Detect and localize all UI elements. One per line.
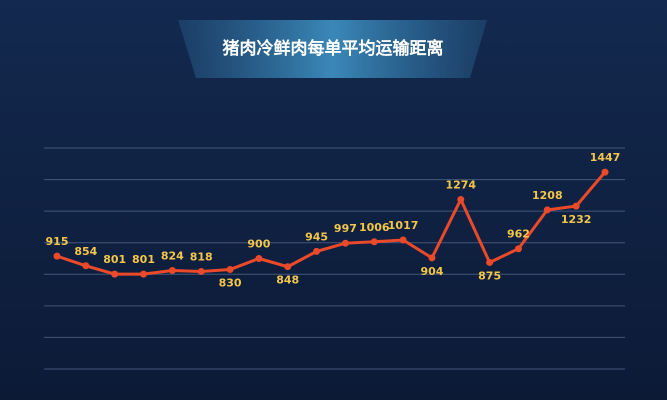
data-point — [457, 195, 465, 203]
data-label: 945 — [305, 230, 328, 243]
data-point — [53, 252, 61, 260]
data-label: 854 — [74, 245, 97, 258]
data-label: 818 — [190, 250, 213, 263]
data-label: 830 — [219, 277, 242, 290]
data-label: 904 — [420, 265, 443, 278]
data-point — [284, 263, 292, 271]
data-point — [313, 247, 321, 255]
data-label: 1447 — [590, 151, 621, 164]
data-point — [543, 206, 551, 214]
chart-title: 猪肉冷鲜肉每单平均运输距离 — [223, 38, 444, 59]
data-label: 801 — [103, 253, 126, 266]
data-point — [486, 258, 494, 266]
data-label: 1232 — [561, 213, 592, 226]
data-label: 875 — [478, 269, 501, 282]
data-point — [140, 270, 148, 278]
data-point — [428, 254, 436, 262]
data-label: 824 — [161, 249, 184, 262]
data-label: 900 — [247, 238, 270, 251]
data-label: 1017 — [388, 219, 419, 232]
data-label: 1006 — [359, 221, 390, 234]
data-point — [399, 236, 407, 244]
data-point — [341, 239, 349, 247]
data-label: 1274 — [445, 178, 476, 191]
data-label: 962 — [507, 228, 530, 241]
data-point — [255, 255, 263, 262]
grid — [44, 147, 625, 370]
data-point — [370, 238, 378, 246]
data-point — [197, 267, 205, 275]
data-point — [82, 262, 90, 270]
data-label: 997 — [334, 222, 357, 235]
data-point — [572, 202, 580, 210]
data-label: 801 — [132, 253, 155, 266]
data-point — [168, 266, 176, 274]
data-point — [226, 266, 234, 274]
plot: 915 854 801 801 824 818 830 900 848 945 997 1006101… — [46, 151, 621, 289]
data-point — [514, 245, 522, 253]
data-label: 915 — [46, 235, 69, 248]
data-label: 1208 — [532, 189, 563, 202]
data-point — [601, 168, 609, 176]
series-line — [56, 171, 607, 276]
title-banner — [178, 20, 487, 78]
data-point — [111, 270, 119, 278]
data-label: 848 — [276, 274, 299, 287]
